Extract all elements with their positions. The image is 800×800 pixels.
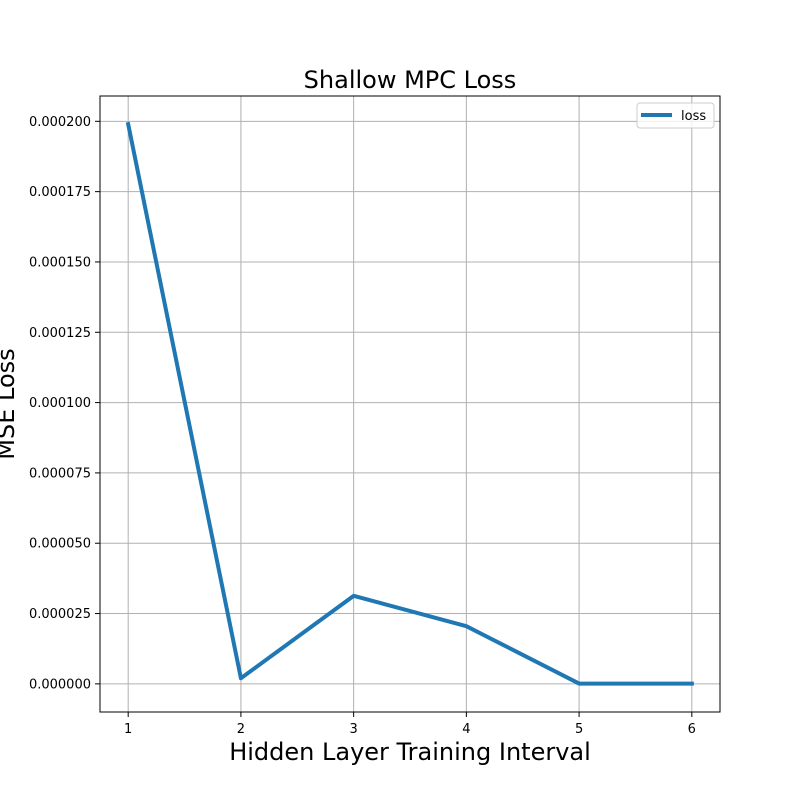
legend: loss <box>636 102 715 129</box>
y-tick-label: 0.000025 <box>29 607 91 622</box>
y-axis-label: MSE Loss <box>0 348 20 459</box>
y-tick-label: 0.000125 <box>29 326 91 341</box>
y-tick-label: 0.000050 <box>29 537 91 552</box>
x-axis-label: Hidden Layer Training Interval <box>229 738 591 766</box>
x-tick-label: 6 <box>688 722 696 737</box>
x-axis-ticks: 1 2 3 4 5 6 <box>124 712 696 737</box>
data-layer <box>125 121 694 686</box>
chart-title: Shallow MPC Loss <box>304 66 517 94</box>
legend-label-loss: loss <box>681 109 706 124</box>
y-axis-ticks: 0.000000 0.000025 0.000050 0.000075 0.000100… <box>29 115 100 692</box>
legend-box <box>636 102 715 129</box>
grid-lines <box>100 96 720 712</box>
y-tick-label: 0.000150 <box>29 255 91 270</box>
y-tick-label: 0.000075 <box>29 466 91 481</box>
plot-frame <box>99 95 721 713</box>
y-tick-label: 0.000175 <box>29 185 91 200</box>
y-tick-label: 0.000100 <box>29 396 91 411</box>
x-tick-label: 2 <box>237 722 245 737</box>
x-tick-label: 1 <box>124 722 132 737</box>
x-tick-label: 4 <box>462 722 470 737</box>
x-tick-label: 3 <box>349 722 357 737</box>
series-line-loss <box>125 121 694 686</box>
x-tick-label: 5 <box>575 722 583 737</box>
y-tick-label: 0.000000 <box>29 677 91 692</box>
y-tick-label: 0.000200 <box>29 115 91 130</box>
